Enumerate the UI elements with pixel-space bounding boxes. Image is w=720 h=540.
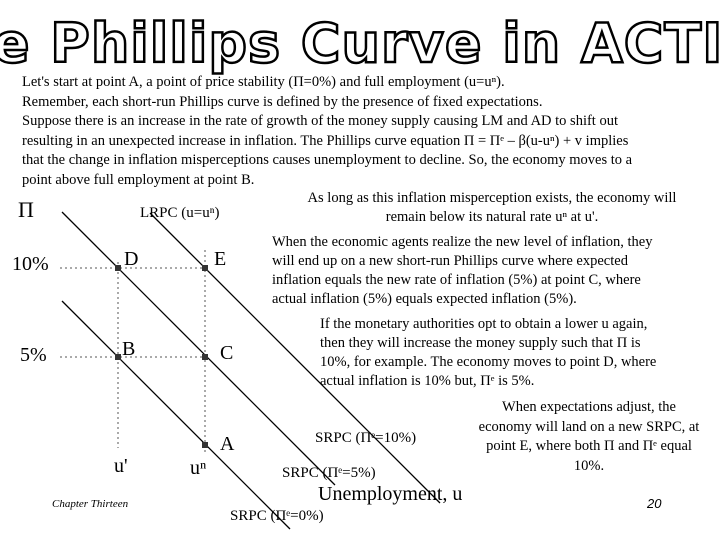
point-label: B [122, 338, 136, 360]
note-line: will end up on a new short-run Phillips … [272, 253, 628, 269]
point-c [202, 354, 208, 360]
note-line: point E, where both Π and Πᵉ equal [486, 438, 692, 454]
point-label: E [214, 248, 227, 270]
x-label: u' [114, 455, 128, 477]
srpc-5 [61, 211, 336, 486]
lrpc-label: LRPC (u=uⁿ) [140, 205, 220, 221]
footer-chapter: Chapter Thirteen [52, 498, 129, 510]
note-line: remain below its natural rate uⁿ at u'. [385, 209, 599, 225]
note-line: actual inflation (5%) equals expected in… [272, 291, 577, 307]
intro-line: point above full employment at point B. [22, 171, 255, 188]
point-e [202, 265, 208, 271]
note-line: When expectations adjust, the [502, 399, 676, 415]
y-axis-label: Π [18, 197, 34, 222]
srpc-10 [149, 212, 441, 504]
note-line: If the monetary authorities opt to obtai… [320, 316, 648, 332]
note-line: 10%, for example. The economy moves to p… [320, 354, 657, 370]
point-d [115, 265, 121, 271]
y-label: 10% [12, 253, 49, 275]
page-number: 20 [647, 496, 662, 511]
intro-line: resulting in an unexpected increase in i… [22, 132, 629, 149]
intro-line: Remember, each short-run Phillips curve … [22, 93, 543, 110]
note-line: When the economic agents realize the new… [272, 234, 653, 250]
note-line: inflation equals the new rate of inflati… [272, 272, 641, 288]
srpc-0 [61, 300, 291, 530]
intro-line: Let's start at point A, a point of price… [22, 74, 505, 90]
point-label: D [124, 248, 139, 270]
note-line: economy will land on a new SRPC, at [478, 418, 700, 435]
guides [60, 250, 206, 455]
x-axis-label: Unemployment, u [318, 483, 463, 505]
note-line: As long as this inflation misperception … [307, 190, 677, 206]
curve-label: SRPC (Πᵉ=10%) [315, 430, 417, 446]
point-a [202, 442, 208, 448]
curves [61, 211, 441, 530]
curve-label: SRPC (Πᵉ=5%) [282, 465, 376, 481]
note-line: 10%. [573, 457, 605, 474]
point-label: A [220, 433, 235, 455]
point-label: C [220, 342, 234, 364]
intro-line: that the change in inflation mispercepti… [22, 152, 633, 168]
title: The Phillips Curve in ACTION [0, 12, 720, 75]
point-b [115, 354, 121, 360]
intro-line: Suppose there is an increase in the rate… [22, 113, 618, 129]
note-line: then they will increase the money supply… [320, 335, 641, 351]
x-label: uⁿ [190, 457, 207, 479]
points [115, 265, 208, 448]
curve-label: SRPC (Πᵉ=0%) [230, 508, 324, 524]
y-label: 5% [20, 344, 47, 366]
note-line: actual inflation is 10% but, Πᵉ is 5%. [320, 373, 535, 389]
